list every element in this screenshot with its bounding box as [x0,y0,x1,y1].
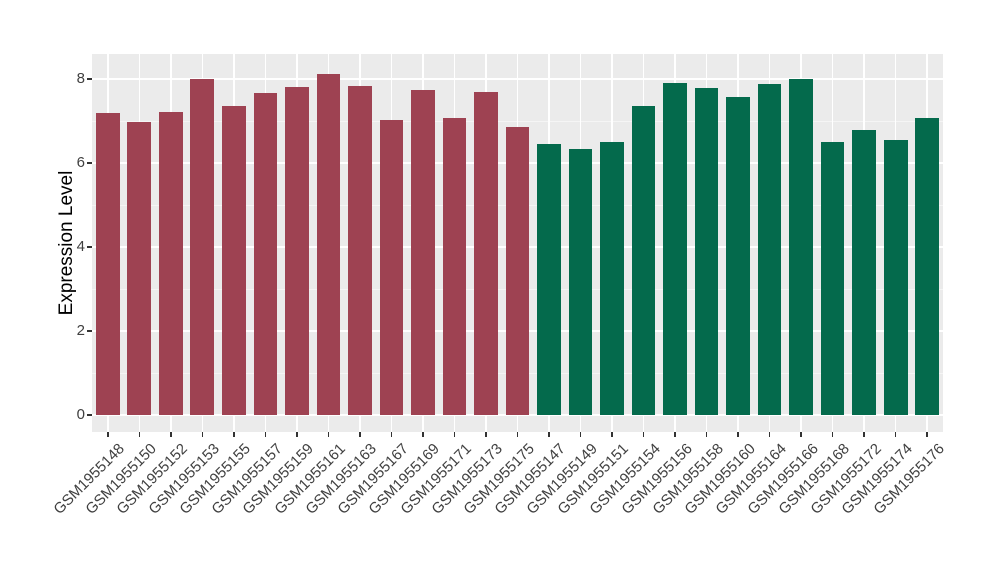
bar-GSM1955153 [190,78,215,415]
x-tick-mark [894,432,897,437]
x-tick-mark [548,432,550,437]
bar-GSM1955154 [631,105,656,415]
x-tick-mark [831,432,834,437]
x-tick-mark [674,432,676,437]
x-tick-mark [705,432,708,437]
x-tick-mark [579,432,582,437]
y-tick-mark [87,162,92,164]
bar-GSM1955155 [222,105,246,415]
bar-GSM1955149 [568,149,593,415]
x-tick-mark [737,432,739,437]
x-tick-mark [107,432,109,437]
x-tick-mark [201,432,204,437]
x-tick-mark [233,432,235,437]
bar-GSM1955159 [285,87,309,415]
x-tick-mark [327,432,330,437]
bar-GSM1955176 [915,117,940,415]
bar-GSM1955156 [663,83,687,415]
bar-GSM1955157 [253,93,278,415]
y-tick-label: 8 [76,70,85,87]
bar-GSM1955174 [883,139,908,415]
bar-GSM1955172 [852,130,876,415]
y-tick-mark [87,414,92,416]
bar-GSM1955171 [442,117,467,415]
x-tick-mark [390,432,393,437]
x-tick-mark [296,432,298,437]
bar-GSM1955161 [316,73,341,415]
x-tick-mark [863,432,865,437]
bar-GSM1955148 [95,112,120,415]
bar-GSM1955158 [694,87,719,415]
y-tick-label: 4 [76,238,85,255]
x-tick-mark [170,432,172,437]
x-tick-mark [768,432,771,437]
bar-GSM1955167 [379,120,404,415]
bar-GSM1955152 [158,112,183,415]
x-tick-mark [926,432,928,437]
bar-GSM1955163 [348,86,372,415]
bar-GSM1955164 [757,84,782,415]
x-tick-mark [138,432,141,437]
x-tick-mark [800,432,802,437]
y-tick-mark [87,330,92,332]
x-tick-mark [359,432,361,437]
x-tick-mark [453,432,456,437]
bar-GSM1955147 [537,144,561,415]
x-tick-mark [485,432,487,437]
x-tick-mark [642,432,645,437]
bar-GSM1955169 [411,90,435,415]
x-tick-mark [264,432,267,437]
bar-GSM1955175 [505,126,530,415]
bar-GSM1955151 [600,142,624,415]
y-tick-mark [87,78,92,80]
y-tick-label: 6 [76,154,85,171]
y-tick-mark [87,246,92,248]
bar-GSM1955166 [789,79,813,415]
y-tick-label: 2 [76,322,85,339]
y-tick-label: 0 [76,406,85,423]
x-tick-mark [422,432,424,437]
x-tick-mark [516,432,519,437]
x-tick-mark [611,432,613,437]
bar-GSM1955150 [127,121,152,415]
bar-GSM1955168 [820,142,845,415]
bar-GSM1955173 [474,92,498,415]
bar-GSM1955160 [726,97,750,415]
